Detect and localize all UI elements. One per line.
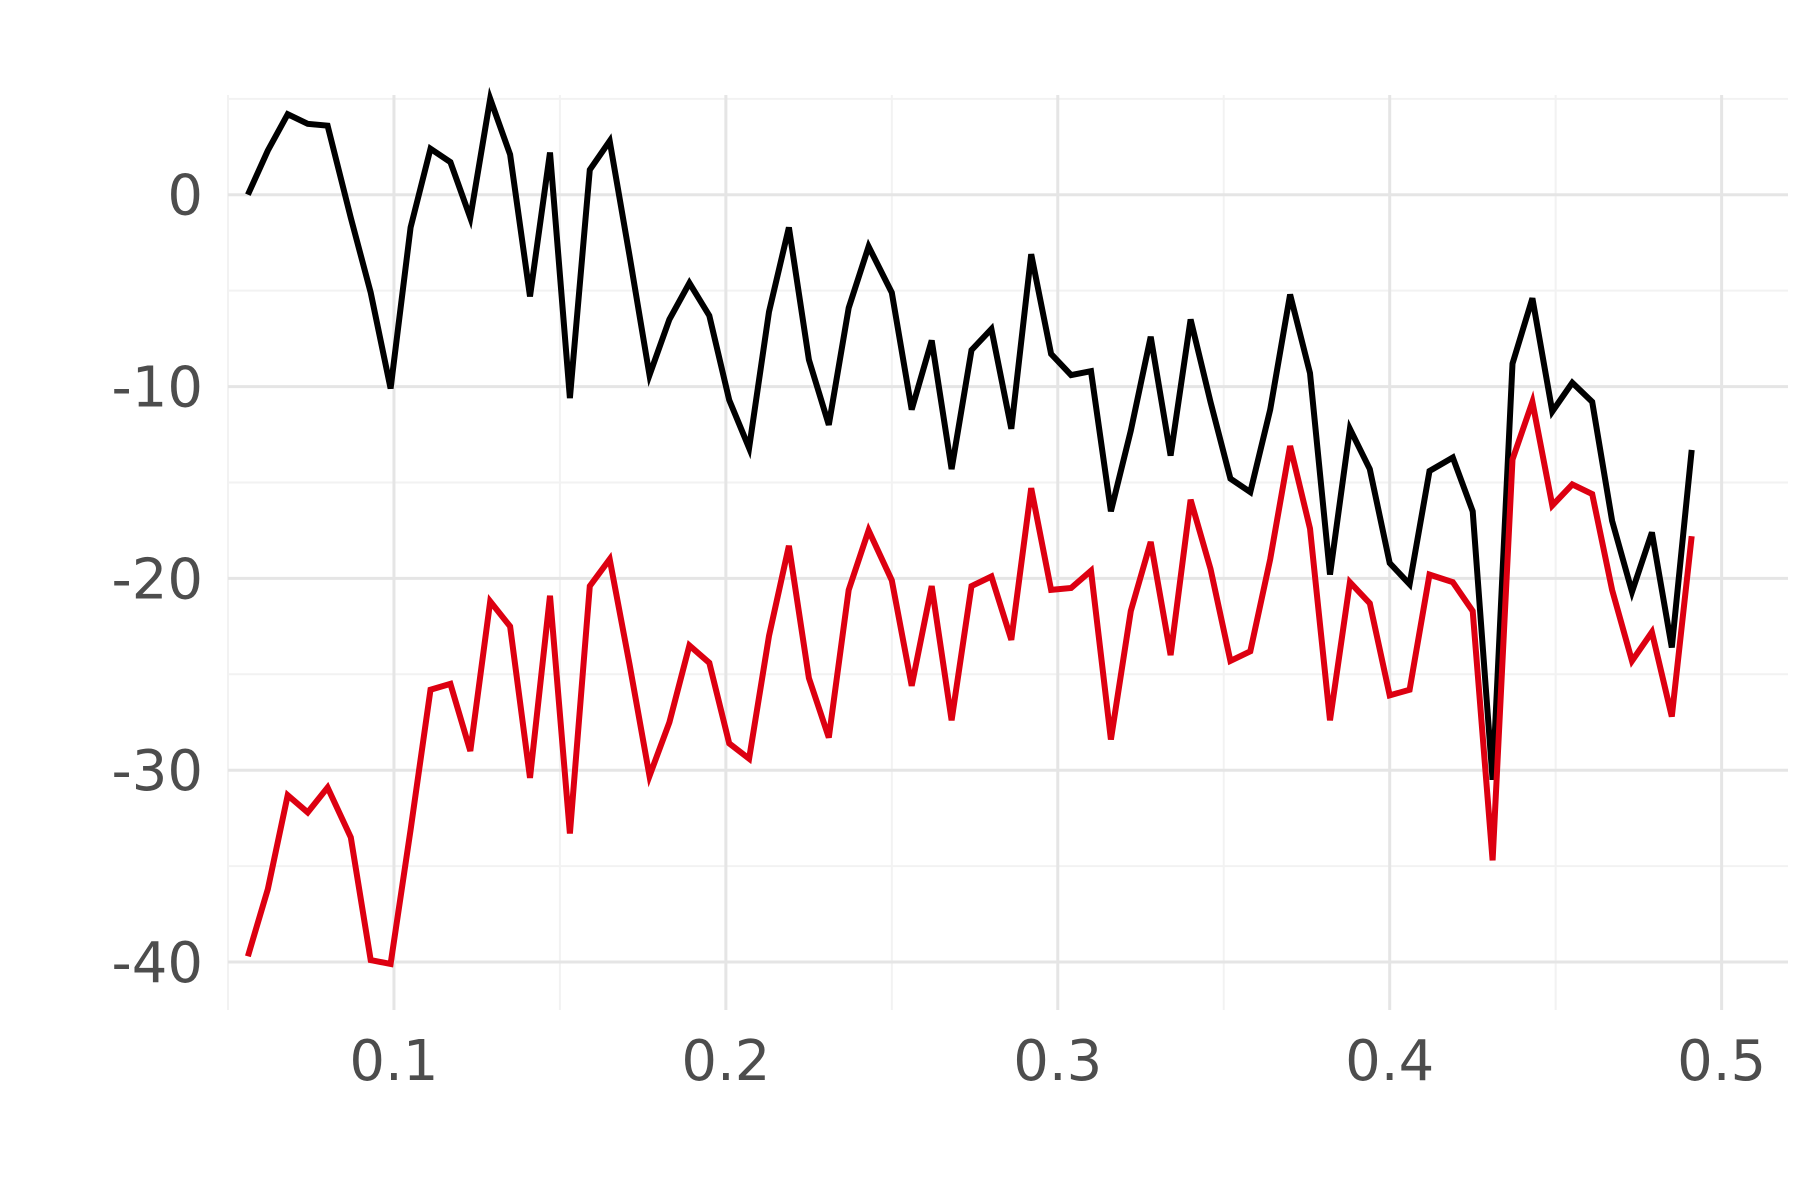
x-tick-label: 0.3 [1013,1029,1102,1094]
x-tick-label: 0.2 [681,1029,770,1094]
y-tick-label: -30 [112,739,203,804]
series-line-1 [245,86,1695,781]
y-axis-tick-labels: 0 -10 -20 -30 -40 [112,164,203,996]
series-layer [245,86,1695,968]
y-tick-label: -20 [112,547,203,612]
y-tick-label: -40 [112,931,203,996]
x-tick-label: 0.1 [349,1029,438,1094]
x-axis-tick-labels: 0.1 0.2 0.3 0.4 0.5 [349,1029,1766,1094]
series-line-2 [245,390,1695,968]
x-tick-label: 0.5 [1677,1029,1766,1094]
y-tick-label: 0 [167,164,203,229]
y-tick-label: -10 [112,356,203,421]
x-tick-label: 0.4 [1345,1029,1434,1094]
